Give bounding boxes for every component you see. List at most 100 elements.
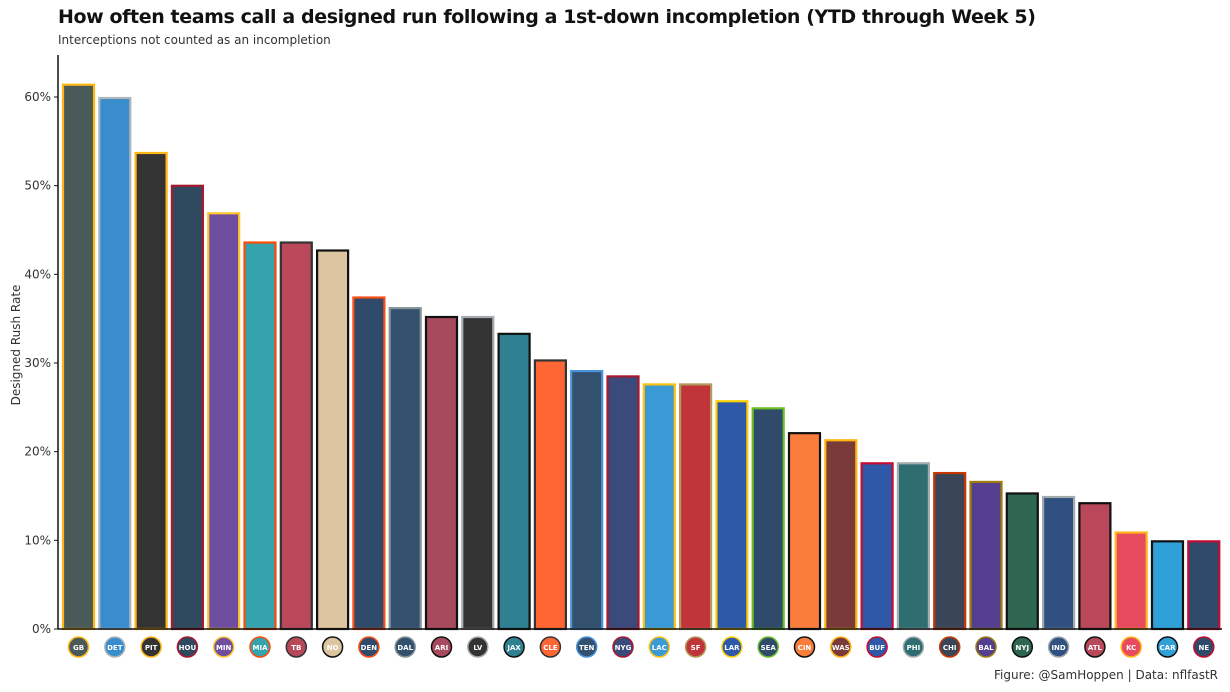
- team-logo-label: LAR: [724, 644, 740, 652]
- team-logo-label: SEA: [761, 644, 777, 652]
- bar-cle: [533, 359, 568, 631]
- team-logo-label: NE: [1198, 644, 1209, 652]
- bar-lac: [642, 383, 676, 631]
- bar-jax: [497, 332, 531, 631]
- bar-phi: [896, 462, 931, 631]
- bar-cin: [787, 432, 822, 631]
- team-logo-label: WAS: [832, 644, 850, 652]
- team-logo-label: ARI: [435, 644, 448, 652]
- team-logo-label: MIN: [216, 644, 232, 652]
- chart-caption: Figure: @SamHoppen | Data: nflfastR: [994, 668, 1218, 682]
- team-logo-lar-icon: [721, 636, 743, 658]
- team-logo-min-icon: [212, 636, 235, 658]
- team-logo-lv-icon: [467, 636, 489, 658]
- team-logo-no-icon: [321, 636, 344, 658]
- bar-lv: [461, 315, 495, 631]
- team-logo-label: CAR: [1160, 644, 1177, 652]
- team-logo-atl-icon: [1084, 636, 1106, 658]
- team-logo-label: PIT: [145, 644, 158, 652]
- team-logo-mia-icon: [249, 636, 271, 658]
- y-tick-label: 50%: [24, 179, 51, 193]
- bar-atl: [1078, 502, 1112, 631]
- team-logo-label: NYG: [615, 644, 632, 652]
- team-logo-cle-icon: [539, 636, 562, 658]
- team-logo-label: DAL: [397, 644, 413, 652]
- team-logo-label: ATL: [1088, 644, 1103, 652]
- bar-nyg: [606, 375, 640, 631]
- team-logo-cin-icon: [793, 636, 816, 658]
- bar-sf: [678, 383, 713, 631]
- bar-pit: [134, 151, 168, 631]
- team-logo-label: LAC: [652, 644, 667, 652]
- bar-den: [352, 296, 386, 631]
- team-logo-ten-icon: [575, 636, 598, 658]
- team-logo-den-icon: [358, 636, 380, 658]
- bar-tb: [279, 241, 313, 631]
- team-logo-label: BUF: [869, 644, 885, 652]
- bar-chi: [933, 471, 967, 631]
- y-tick-label: 10%: [24, 533, 51, 547]
- y-tick-label: 0%: [32, 622, 51, 636]
- team-logo-label: KC: [1126, 644, 1136, 652]
- bar-sea: [751, 407, 785, 631]
- team-logo-label: BAL: [978, 644, 994, 652]
- team-logo-label: NYJ: [1016, 644, 1030, 652]
- team-logo-label: GB: [73, 644, 84, 652]
- bar-no: [316, 249, 350, 631]
- team-logo-label: TEN: [579, 644, 595, 652]
- bar-mia: [243, 241, 277, 631]
- team-logo-gb-icon: [67, 636, 90, 658]
- team-logo-ari-icon: [430, 636, 453, 658]
- team-logo-jax-icon: [503, 636, 525, 658]
- team-logo-label: PHI: [907, 644, 921, 652]
- y-tick-label: 30%: [24, 356, 51, 370]
- team-logo-label: IND: [1051, 644, 1065, 652]
- bar-ten: [570, 369, 604, 631]
- team-logo-label: DET: [107, 644, 123, 652]
- team-logo-label: LV: [473, 644, 482, 652]
- team-logo-label: NO: [327, 644, 339, 652]
- bar-hou: [170, 184, 204, 631]
- team-logo-ne-icon: [1193, 636, 1215, 658]
- chart-subtitle: Interceptions not counted as an incomple…: [58, 33, 331, 47]
- team-logo-label: DEN: [361, 644, 378, 652]
- team-logo-pit-icon: [140, 636, 162, 658]
- team-logo-dal-icon: [394, 636, 416, 658]
- y-tick-label: 40%: [24, 267, 51, 281]
- team-logo-tb-icon: [285, 636, 308, 658]
- team-logo-was-icon: [830, 636, 852, 658]
- team-logo-bal-icon: [975, 636, 997, 658]
- team-logo-det-icon: [104, 636, 126, 658]
- team-logo-sf-icon: [684, 636, 707, 658]
- team-logo-nyg-icon: [612, 636, 634, 658]
- bar-min: [207, 212, 241, 631]
- team-logo-label: MIA: [253, 644, 269, 652]
- team-logo-label: JAX: [506, 644, 521, 652]
- team-logo-buf-icon: [866, 636, 888, 658]
- bar-kc: [1114, 531, 1148, 631]
- team-logo-lac-icon: [648, 636, 671, 658]
- team-logo-chi-icon: [938, 636, 961, 658]
- y-tick-label: 20%: [24, 445, 51, 459]
- team-logo-nyj-icon: [1011, 636, 1034, 658]
- team-logo-label: CIN: [798, 644, 812, 652]
- bar-gb: [61, 83, 96, 631]
- team-logo-kc-icon: [1120, 636, 1142, 658]
- chart-title: How often teams call a designed run foll…: [58, 6, 1036, 28]
- bar-nyj: [1005, 492, 1039, 631]
- team-logo-car-icon: [1156, 636, 1179, 658]
- team-logo-label: SF: [691, 644, 701, 652]
- bar-buf: [860, 462, 894, 631]
- bar-ari: [424, 315, 459, 631]
- team-logo-sea-icon: [757, 636, 779, 658]
- bar-bal: [969, 480, 1003, 631]
- team-logo-label: HOU: [179, 644, 197, 652]
- bar-was: [824, 439, 858, 631]
- team-logo-ind-icon: [1047, 636, 1070, 658]
- bar-car: [1150, 540, 1185, 631]
- team-logo-phi-icon: [902, 636, 925, 658]
- bar-lar: [715, 400, 749, 631]
- bar-ind: [1041, 495, 1076, 631]
- team-logo-label: TB: [291, 644, 301, 652]
